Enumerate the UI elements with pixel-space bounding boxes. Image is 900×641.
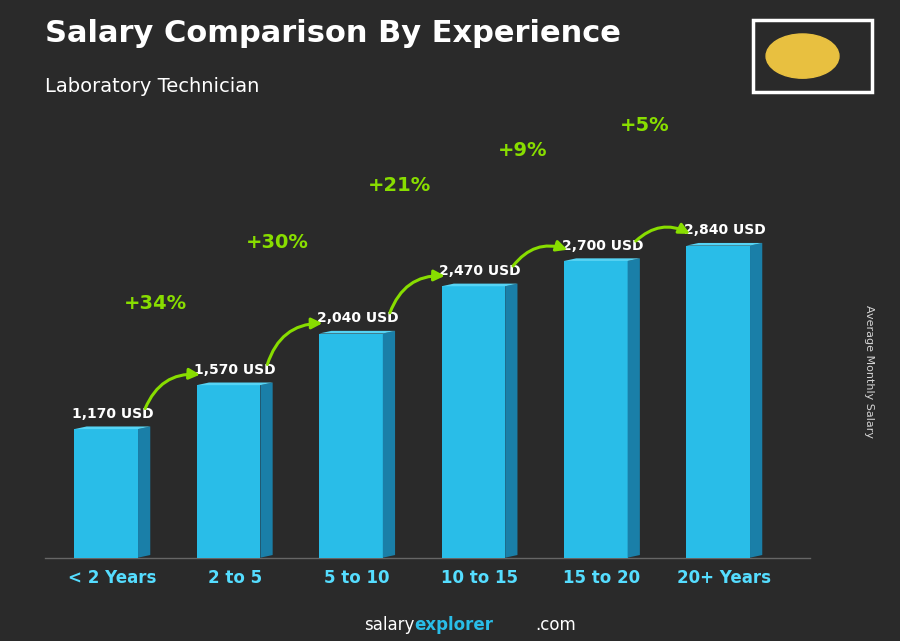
Text: +21%: +21% <box>368 176 432 195</box>
Polygon shape <box>505 283 518 558</box>
Text: Laboratory Technician: Laboratory Technician <box>45 77 259 96</box>
Polygon shape <box>442 283 518 287</box>
Text: 2,040 USD: 2,040 USD <box>317 311 399 325</box>
Polygon shape <box>320 331 395 333</box>
Text: +9%: +9% <box>498 141 547 160</box>
Text: +34%: +34% <box>123 294 186 313</box>
Polygon shape <box>197 383 273 385</box>
Text: 2,470 USD: 2,470 USD <box>439 264 521 278</box>
Text: 1,170 USD: 1,170 USD <box>72 406 154 420</box>
Text: 2,840 USD: 2,840 USD <box>684 223 766 237</box>
Text: explorer: explorer <box>414 616 493 634</box>
Polygon shape <box>260 383 273 558</box>
Text: .com: .com <box>536 616 576 634</box>
Circle shape <box>766 34 839 78</box>
Text: 2,700 USD: 2,700 USD <box>562 238 643 253</box>
Text: 1,570 USD: 1,570 USD <box>194 363 276 377</box>
Polygon shape <box>627 258 640 558</box>
Bar <box>564 261 627 558</box>
Text: +30%: +30% <box>246 233 309 252</box>
Bar <box>687 246 750 558</box>
Polygon shape <box>564 258 640 261</box>
Polygon shape <box>687 243 762 246</box>
Polygon shape <box>138 426 150 558</box>
Polygon shape <box>75 426 150 429</box>
Text: +5%: +5% <box>620 116 670 135</box>
Polygon shape <box>750 243 762 558</box>
Text: salary: salary <box>364 616 414 634</box>
Text: Average Monthly Salary: Average Monthly Salary <box>863 305 874 438</box>
Bar <box>197 385 260 558</box>
Bar <box>75 429 138 558</box>
Text: Salary Comparison By Experience: Salary Comparison By Experience <box>45 19 621 48</box>
Polygon shape <box>382 331 395 558</box>
Bar <box>320 333 382 558</box>
Bar <box>442 287 505 558</box>
